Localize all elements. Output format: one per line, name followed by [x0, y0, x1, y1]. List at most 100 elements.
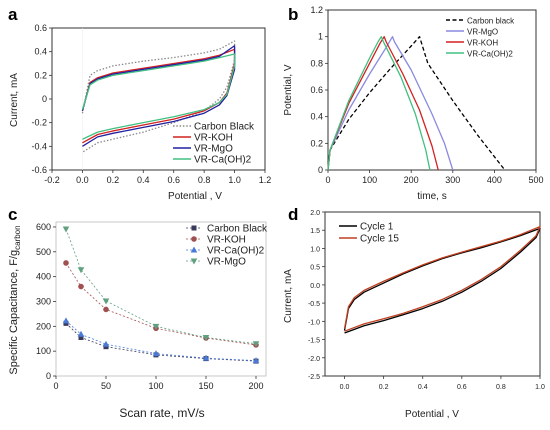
- x-tick-label: 150: [198, 381, 213, 391]
- data-point: [78, 335, 84, 340]
- legend-item: VR-Ca(OH)2: [446, 50, 513, 59]
- panel-c: c 0 50 100 150 200 0 100 200 300 400 500 600 Scan rat…: [8, 205, 268, 420]
- x-tick-label: 0: [53, 381, 58, 391]
- y-tick-label: 0: [318, 165, 323, 175]
- legend-label: Carbon Black: [194, 122, 255, 133]
- panel-letter: d: [288, 205, 298, 224]
- legend: Carbon black VR-MgO VR-KOH VR-Ca(OH)2: [446, 17, 515, 59]
- y-ticks: -0.6 -0.4 -0.2 0 0.2 0.4 0.6: [31, 23, 52, 175]
- y-axis-label: Specific Capacitance, F/gcarbon: [8, 225, 22, 374]
- plot-frame: [55, 221, 267, 377]
- y-tick-label: 1.2: [310, 5, 323, 15]
- x-tick-label: 200: [248, 381, 263, 391]
- data-point: [202, 335, 210, 341]
- x-tick-label: 0.8: [496, 384, 506, 391]
- x-tick-label: 0.8: [198, 175, 211, 185]
- legend-label: VR-KOH: [467, 39, 498, 48]
- y-tick-label: 0.2: [310, 138, 323, 148]
- x-ticks: 0.0 0.2 0.4 0.6 0.8 1.0: [340, 376, 545, 391]
- x-tick-label: 0.0: [340, 384, 350, 391]
- y-axis-label-subscript: carbon: [13, 225, 22, 249]
- y-tick-label: -2.0: [308, 356, 320, 363]
- panel-b: b 0 100 200 300 400 500 0 0.2 0.4 0.6 0.8 1 1.2 time, …: [283, 5, 544, 202]
- legend-marker: [191, 236, 197, 242]
- legend-label: VR-KOH: [207, 235, 246, 246]
- y-tick-label: 0.5: [310, 265, 320, 272]
- y-tick-label: 0.2: [34, 70, 47, 80]
- plot-frame: [324, 211, 541, 377]
- legend-label: Carbon black: [467, 17, 515, 26]
- legend-item: VR-MgO: [186, 257, 246, 268]
- series-line-2: [65, 320, 257, 361]
- legend-label: Cycle 15: [360, 234, 399, 245]
- panel-letter: a: [8, 5, 18, 24]
- y-ticks: 0 0.2 0.4 0.6 0.8 1 1.2: [310, 5, 328, 175]
- legend-label: VR-Ca(OH)2: [194, 155, 252, 166]
- y-ticks: -2.5 -2.0 -1.5 -1.0 -0.5 0.0 0.5 1.0 1.5 2.0: [308, 210, 325, 381]
- legend-item: Carbon Black: [186, 224, 268, 235]
- legend-label: VR-Ca(OH)2: [467, 50, 513, 59]
- legend-item: VR-Ca(OH)2: [186, 246, 265, 257]
- y-axis-label-main: Specific Capacitance, F/g: [8, 250, 20, 375]
- x-tick-label: 0.6: [457, 384, 467, 391]
- x-tick-label: -0.2: [44, 175, 60, 185]
- legend-item: Cycle 15: [339, 234, 399, 245]
- legend-label: VR-MgO: [467, 28, 498, 37]
- legend-label: VR-MgO: [194, 144, 233, 155]
- legend-marker: [191, 225, 197, 231]
- y-tick-label: 0: [46, 371, 51, 381]
- y-tick-label: 600: [36, 222, 51, 232]
- series-line-0: [343, 227, 541, 334]
- data-point: [102, 298, 110, 305]
- series-group: [327, 36, 506, 171]
- y-tick-label: -2.5: [308, 374, 320, 381]
- y-tick-label: 2.0: [310, 210, 320, 217]
- x-axis-label: Potential , V: [168, 191, 222, 202]
- x-axis-label: time, s: [417, 191, 446, 202]
- x-ticks: 0 100 200 300 400 500: [325, 170, 544, 185]
- panel-letter: c: [8, 205, 17, 224]
- legend-label: VR-KOH: [194, 133, 233, 144]
- data-point: [103, 306, 109, 313]
- x-tick-label: 1.0: [228, 175, 241, 185]
- panel-letter: b: [288, 5, 298, 24]
- series-line-3: [327, 36, 431, 171]
- y-tick-label: -1.0: [308, 319, 320, 326]
- y-tick-label: 100: [36, 346, 51, 356]
- x-tick-label: 200: [404, 175, 419, 185]
- data-point: [252, 357, 260, 364]
- y-axis-label: Current, mA: [9, 73, 20, 127]
- series-line-0: [327, 36, 506, 171]
- series-line-3: [65, 228, 257, 345]
- y-tick-label: -0.4: [31, 141, 47, 151]
- x-tick-label: 0: [325, 175, 330, 185]
- y-tick-label: 500: [36, 247, 51, 257]
- panel-d: d 0.0 0.2 0.4 0.6 0.8 1.0 -2.5 -2.0 -1.5 -1.0 -0.5 0…: [283, 205, 545, 420]
- data-point: [252, 341, 260, 348]
- x-tick-label: 100: [362, 175, 377, 185]
- x-tick-label: 0.4: [418, 384, 428, 391]
- series-line-3: [81, 53, 236, 140]
- series-line-1: [343, 225, 541, 332]
- y-tick-label: 0.0: [310, 283, 320, 290]
- data-point: [62, 317, 70, 324]
- legend-label: Carbon Black: [207, 224, 268, 235]
- series-line-2: [327, 36, 439, 171]
- legend-label: Cycle 1: [360, 222, 394, 233]
- x-tick-label: 100: [148, 381, 163, 391]
- y-tick-label: 1.5: [310, 228, 320, 235]
- data-point: [152, 350, 160, 357]
- x-tick-label: 0.4: [137, 175, 150, 185]
- data-point: [62, 226, 70, 233]
- x-tick-label: 0.0: [76, 175, 89, 185]
- panel-a: a -0.2 0.0 0.2 0.4 0.6 0.8 1.0 1.2 -0.6 -0.4 -0.2 0 0…: [8, 5, 271, 202]
- x-tick-label: 50: [101, 381, 111, 391]
- y-tick-label: 0.8: [310, 58, 323, 68]
- y-axis-label: Current, mA: [283, 269, 294, 323]
- legend-item: VR-MgO: [173, 144, 233, 155]
- y-tick-label: 300: [36, 296, 51, 306]
- x-tick-label: 400: [487, 175, 502, 185]
- series-line-1: [65, 262, 257, 346]
- y-tick-label: -0.6: [31, 165, 47, 175]
